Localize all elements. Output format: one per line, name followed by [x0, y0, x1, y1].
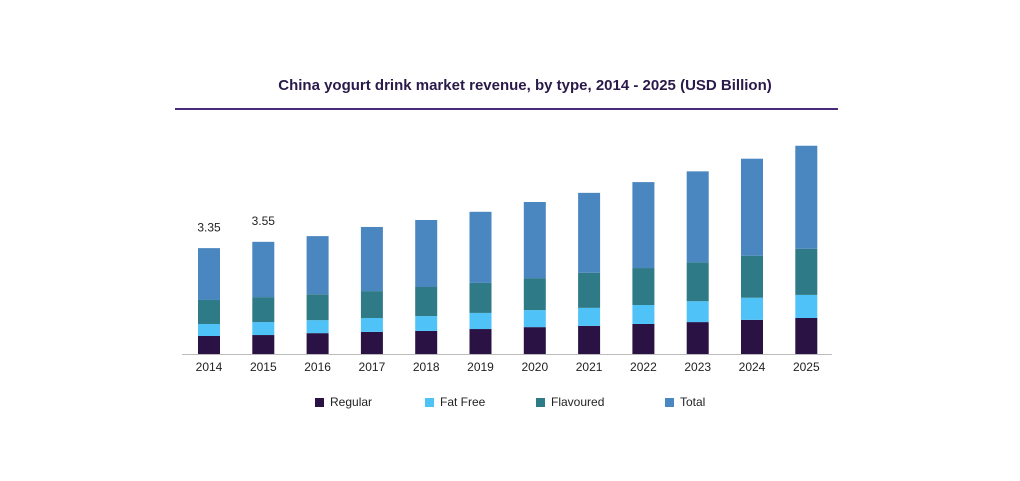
x-tick-label: 2015 [250, 360, 277, 374]
bar-segment [632, 268, 655, 306]
bar-segment [198, 248, 220, 300]
legend-swatch [425, 398, 434, 407]
bar-segment [741, 158, 763, 256]
bar-segment [741, 319, 763, 354]
x-tick-label: 2017 [359, 360, 386, 374]
bar-segment [198, 299, 220, 324]
x-tick-label: 2025 [793, 360, 820, 374]
x-tick-label: 2022 [630, 360, 657, 374]
x-tick-label: 2024 [739, 360, 766, 374]
bar-segment [415, 316, 438, 331]
bar-segment [741, 297, 763, 320]
x-tick-label: 2023 [684, 360, 711, 374]
chart-title: China yogurt drink market revenue, by ty… [278, 77, 771, 94]
bar-segment [198, 335, 220, 354]
legend-label: Total [680, 395, 705, 409]
x-tick-label: 2020 [521, 360, 548, 374]
bar-segment [632, 323, 655, 354]
x-tick-label: 2016 [304, 360, 331, 374]
bar-segment [523, 327, 546, 354]
bar-segment [578, 192, 601, 273]
bar-segment [252, 322, 275, 336]
bar-segment [686, 262, 709, 302]
bar-segment [578, 272, 601, 308]
bar-segment [795, 248, 818, 295]
bar-segment [360, 226, 383, 292]
total-label: 3.35 [197, 220, 221, 234]
legend-label: Flavoured [551, 395, 604, 409]
x-tick-label: 2019 [467, 360, 494, 374]
legend-label: Fat Free [440, 395, 486, 409]
bar-segment [306, 294, 329, 321]
bar-segment [795, 317, 818, 354]
bar-segment [252, 297, 275, 323]
bar-segment [523, 202, 546, 279]
legend-swatch [536, 398, 545, 407]
legend-swatch [315, 398, 324, 407]
legend-swatch [665, 398, 674, 407]
x-tick-label: 2014 [196, 360, 223, 374]
bar-segment [469, 329, 492, 354]
bar-segment [469, 312, 492, 330]
bar-segment [415, 330, 438, 354]
bar-segment [523, 278, 546, 311]
bar-segment [306, 320, 329, 334]
bar-segment [306, 236, 329, 295]
x-tick-label: 2021 [576, 360, 603, 374]
bar-segment [578, 307, 601, 326]
bar-segment [523, 310, 546, 328]
bar-segment [469, 211, 492, 283]
bar-segment [415, 220, 438, 288]
bar-segment [306, 333, 329, 354]
legend-label: Regular [330, 395, 372, 409]
bar-segment [632, 305, 655, 324]
x-tick-label: 2018 [413, 360, 440, 374]
bar-segment [795, 145, 818, 249]
bar-segment [252, 241, 275, 298]
bar-segment [360, 291, 383, 318]
bar-segment [632, 182, 655, 269]
bar-segment [686, 322, 709, 354]
bar-segment [578, 325, 601, 354]
bar-segment [252, 335, 275, 354]
bar-segment [686, 171, 709, 263]
bar-segment [360, 331, 383, 354]
bar-segment [795, 294, 818, 318]
bar-segment [469, 282, 492, 313]
bar-segment [686, 301, 709, 323]
bar-segment [360, 317, 383, 332]
total-label: 3.55 [252, 214, 276, 228]
bar-segment [415, 287, 438, 317]
bar-segment [741, 255, 763, 298]
bar-segment [198, 323, 220, 336]
